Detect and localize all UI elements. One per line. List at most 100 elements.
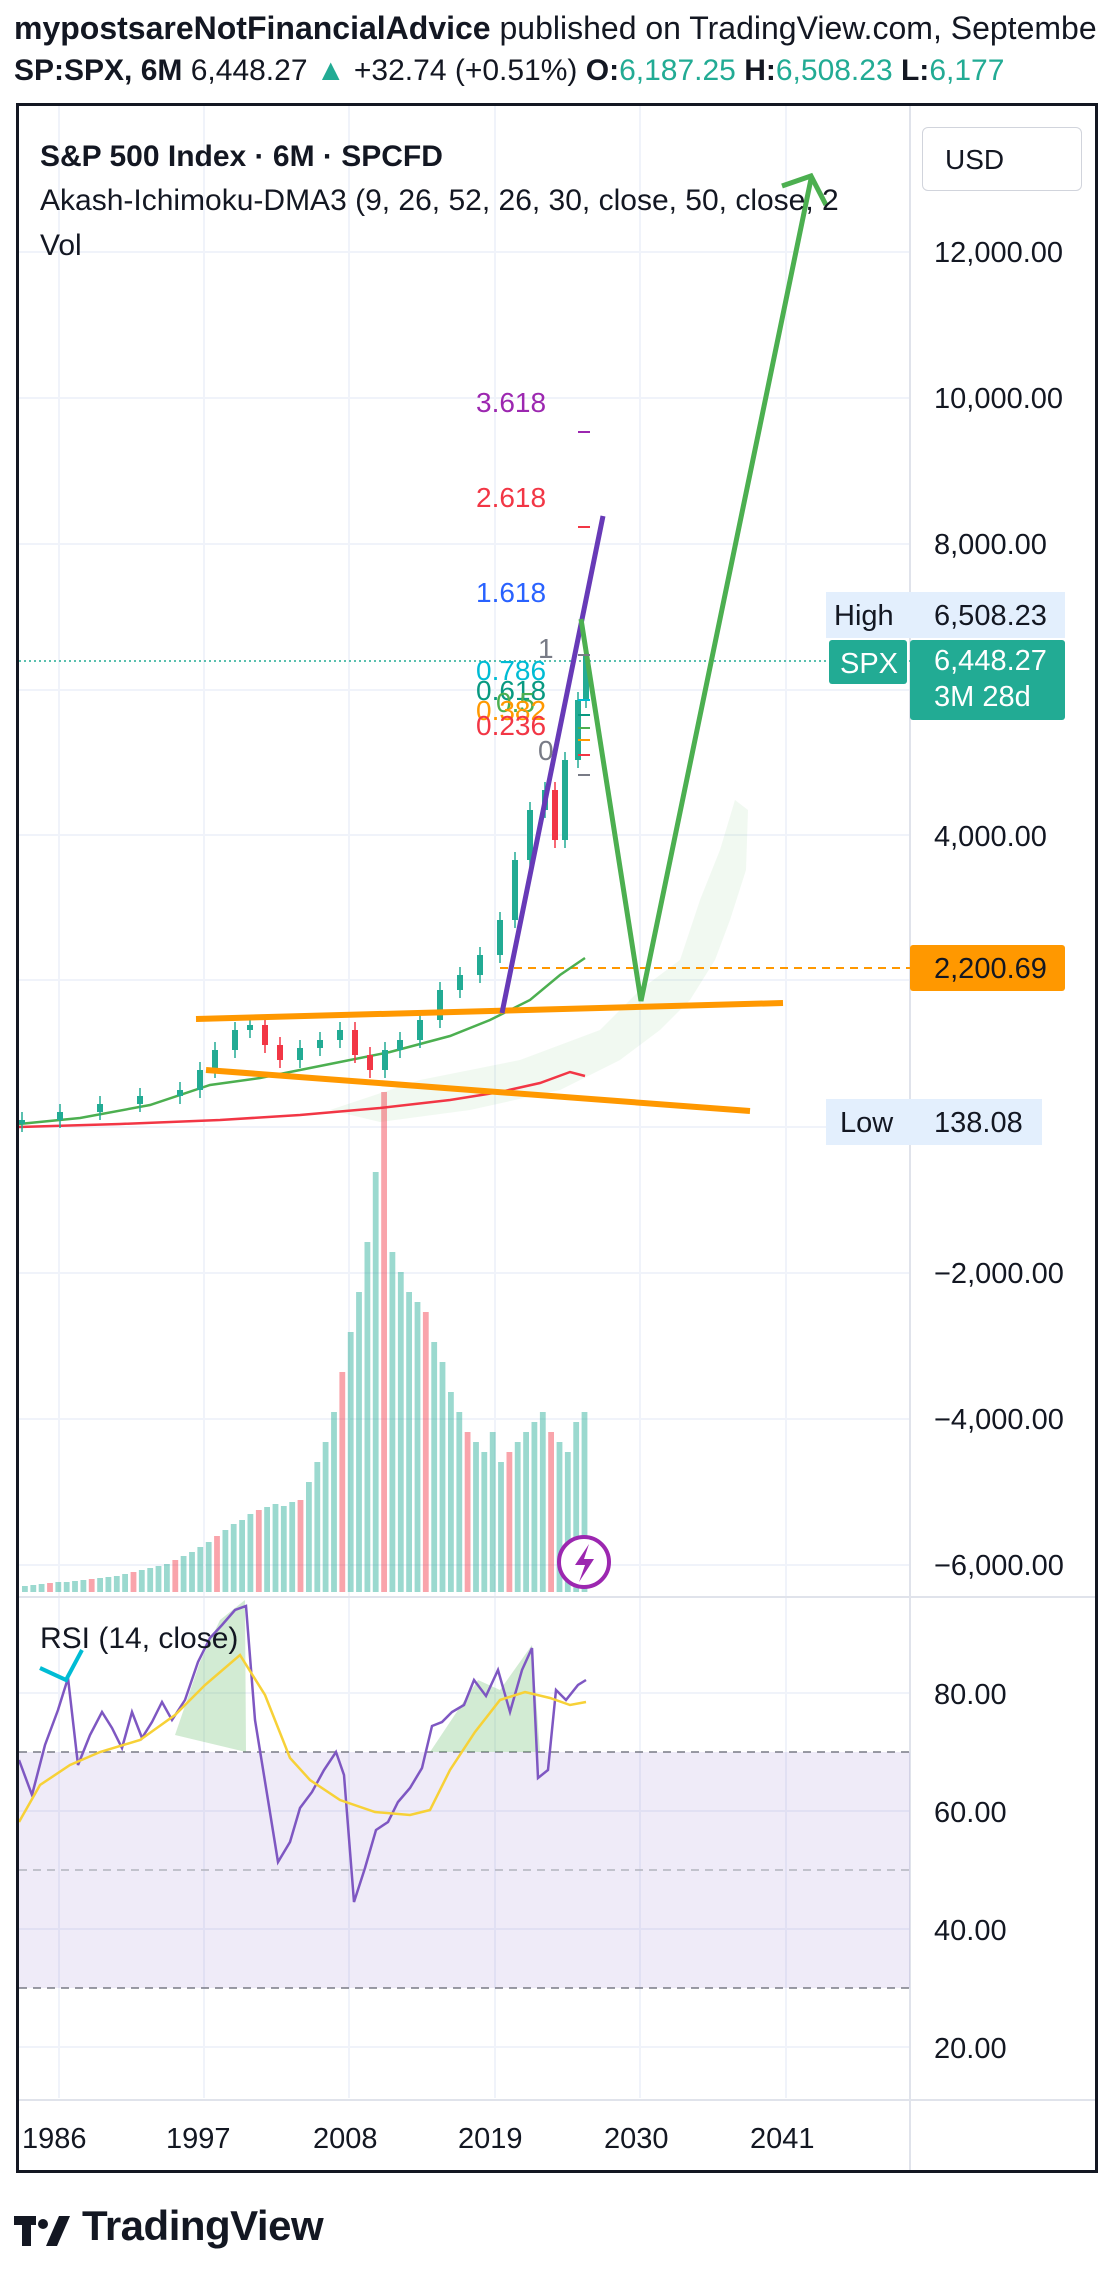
orange-lower-trendline bbox=[205, 1067, 751, 1114]
candle bbox=[197, 1070, 203, 1090]
volume-bar bbox=[38, 1584, 45, 1592]
currency-button[interactable]: USD bbox=[922, 127, 1082, 191]
volume-bar bbox=[214, 1536, 220, 1592]
volume-bar bbox=[539, 1412, 546, 1592]
volume-bar bbox=[306, 1482, 312, 1592]
fib-0-label: 0 bbox=[538, 735, 554, 766]
volume-bar bbox=[372, 1172, 379, 1592]
price-tick-10000: 10,000.00 bbox=[934, 383, 1063, 415]
chart-frame bbox=[16, 103, 1098, 2173]
rsi-axis[interactable]: 80.00 60.00 40.00 20.00 bbox=[934, 1679, 1007, 2065]
volume-bar bbox=[280, 1506, 287, 1592]
candle bbox=[232, 1030, 238, 1050]
support-marker bbox=[910, 945, 1065, 991]
candle bbox=[57, 1112, 63, 1120]
volume-bar bbox=[22, 1586, 28, 1592]
fib-0382-label: 0.382 bbox=[476, 695, 546, 726]
candle bbox=[317, 1040, 323, 1048]
price-tick-4000: 4,000.00 bbox=[934, 821, 1047, 853]
volume-bar bbox=[364, 1242, 371, 1592]
volume-bar bbox=[247, 1514, 254, 1592]
volume-bar bbox=[414, 1302, 421, 1592]
volume-legend[interactable]: Vol bbox=[40, 229, 82, 262]
volume-bar bbox=[155, 1566, 162, 1592]
symbol-label: SP:SPX, 6M bbox=[14, 54, 183, 87]
candle bbox=[297, 1048, 303, 1060]
volume-bar bbox=[431, 1342, 438, 1592]
volume-bar bbox=[289, 1502, 296, 1592]
candle bbox=[397, 1040, 403, 1050]
indicator-legend[interactable]: Akash-Ichimoku-DMA3 (9, 26, 52, 26, 30, … bbox=[40, 184, 839, 217]
rsi-line bbox=[17, 1604, 587, 1903]
fib-0618-label: 0.618 bbox=[476, 675, 546, 706]
candle bbox=[457, 975, 463, 990]
volume-bar bbox=[489, 1432, 496, 1592]
support-marker-value: 2,200.69 bbox=[934, 953, 1047, 985]
low-value: 6,177 bbox=[929, 54, 1005, 87]
time-tick-2030: 2030 bbox=[604, 2123, 669, 2155]
time-tick-2041: 2041 bbox=[750, 2123, 815, 2155]
volume-bar bbox=[297, 1500, 304, 1592]
volume-bar bbox=[531, 1422, 538, 1592]
volume-bar bbox=[55, 1582, 62, 1592]
candle bbox=[512, 860, 518, 920]
candle bbox=[477, 955, 483, 975]
volume-bar bbox=[389, 1252, 396, 1592]
volume-bar bbox=[72, 1581, 78, 1592]
low-marker-label: Low bbox=[840, 1107, 894, 1139]
candle bbox=[552, 790, 558, 840]
fib-0236-label: 0.236 bbox=[476, 710, 546, 741]
rsi-ma-line bbox=[17, 1653, 587, 1823]
volume-bar bbox=[314, 1462, 321, 1592]
price-tick-neg2000: −2,000.00 bbox=[934, 1258, 1064, 1290]
high-marker bbox=[826, 592, 1065, 638]
candle bbox=[277, 1045, 283, 1060]
volume-bar bbox=[189, 1552, 195, 1592]
rsi-tick-40: 40.00 bbox=[934, 1915, 1007, 1947]
volume-bar bbox=[97, 1578, 103, 1592]
volume-bar bbox=[481, 1452, 488, 1592]
volume-bar bbox=[147, 1568, 154, 1592]
fib-0786-label: 0.786 bbox=[476, 655, 546, 686]
volume-bar bbox=[523, 1432, 529, 1592]
tradingview-logo[interactable]: TradingView bbox=[14, 2202, 324, 2250]
lightning-icon bbox=[575, 1544, 594, 1582]
volume-bar bbox=[63, 1582, 70, 1592]
candle bbox=[212, 1050, 218, 1070]
chart-legend-title[interactable]: S&P 500 Index · 6M · SPCFD bbox=[40, 140, 443, 173]
high-marker-label: High bbox=[834, 600, 894, 632]
price-axis[interactable]: 12,000.00 10,000.00 8,000.00 4,000.00 −2… bbox=[934, 237, 1064, 1582]
volume-bar bbox=[548, 1432, 554, 1592]
volume-bar bbox=[172, 1560, 179, 1592]
candle bbox=[97, 1104, 103, 1112]
fib-05-label: 0.5 bbox=[496, 687, 535, 718]
tradingview-logo-icon bbox=[14, 2210, 70, 2246]
time-tick-1997: 1997 bbox=[166, 2123, 231, 2155]
author-name[interactable]: mypostsareNotFinancialAdvice bbox=[14, 10, 491, 46]
ichimoku-cloud bbox=[330, 800, 748, 1122]
volume-bar bbox=[122, 1574, 128, 1592]
spx-countdown: 3M 28d bbox=[934, 681, 1031, 713]
volume-bar bbox=[180, 1556, 187, 1592]
rsi-legend[interactable]: RSI (14, close) bbox=[40, 1622, 239, 1655]
candle bbox=[262, 1025, 268, 1045]
spx-marker-symbol-text: SPX bbox=[840, 648, 898, 680]
green-projection-path bbox=[578, 178, 814, 1002]
volume-bar bbox=[30, 1585, 37, 1592]
spx-marker-price bbox=[910, 640, 1065, 720]
volume-bar bbox=[564, 1452, 571, 1592]
candle bbox=[382, 1050, 388, 1070]
price-tick-neg4000: −4,000.00 bbox=[934, 1404, 1064, 1436]
candle bbox=[352, 1030, 358, 1055]
candle bbox=[247, 1025, 253, 1030]
high-value: 6,508.23 bbox=[775, 54, 893, 87]
low-label: L: bbox=[900, 54, 930, 87]
volume-bar bbox=[88, 1579, 95, 1592]
time-tick-2008: 2008 bbox=[313, 2123, 378, 2155]
cyan-arrow-icon bbox=[39, 1649, 84, 1683]
volume-bar bbox=[397, 1272, 404, 1592]
rsi-overbought-fill bbox=[175, 1600, 540, 1752]
volume-bar bbox=[356, 1292, 362, 1592]
time-axis[interactable]: 1986 1997 2008 2019 2030 2041 bbox=[22, 2123, 815, 2155]
